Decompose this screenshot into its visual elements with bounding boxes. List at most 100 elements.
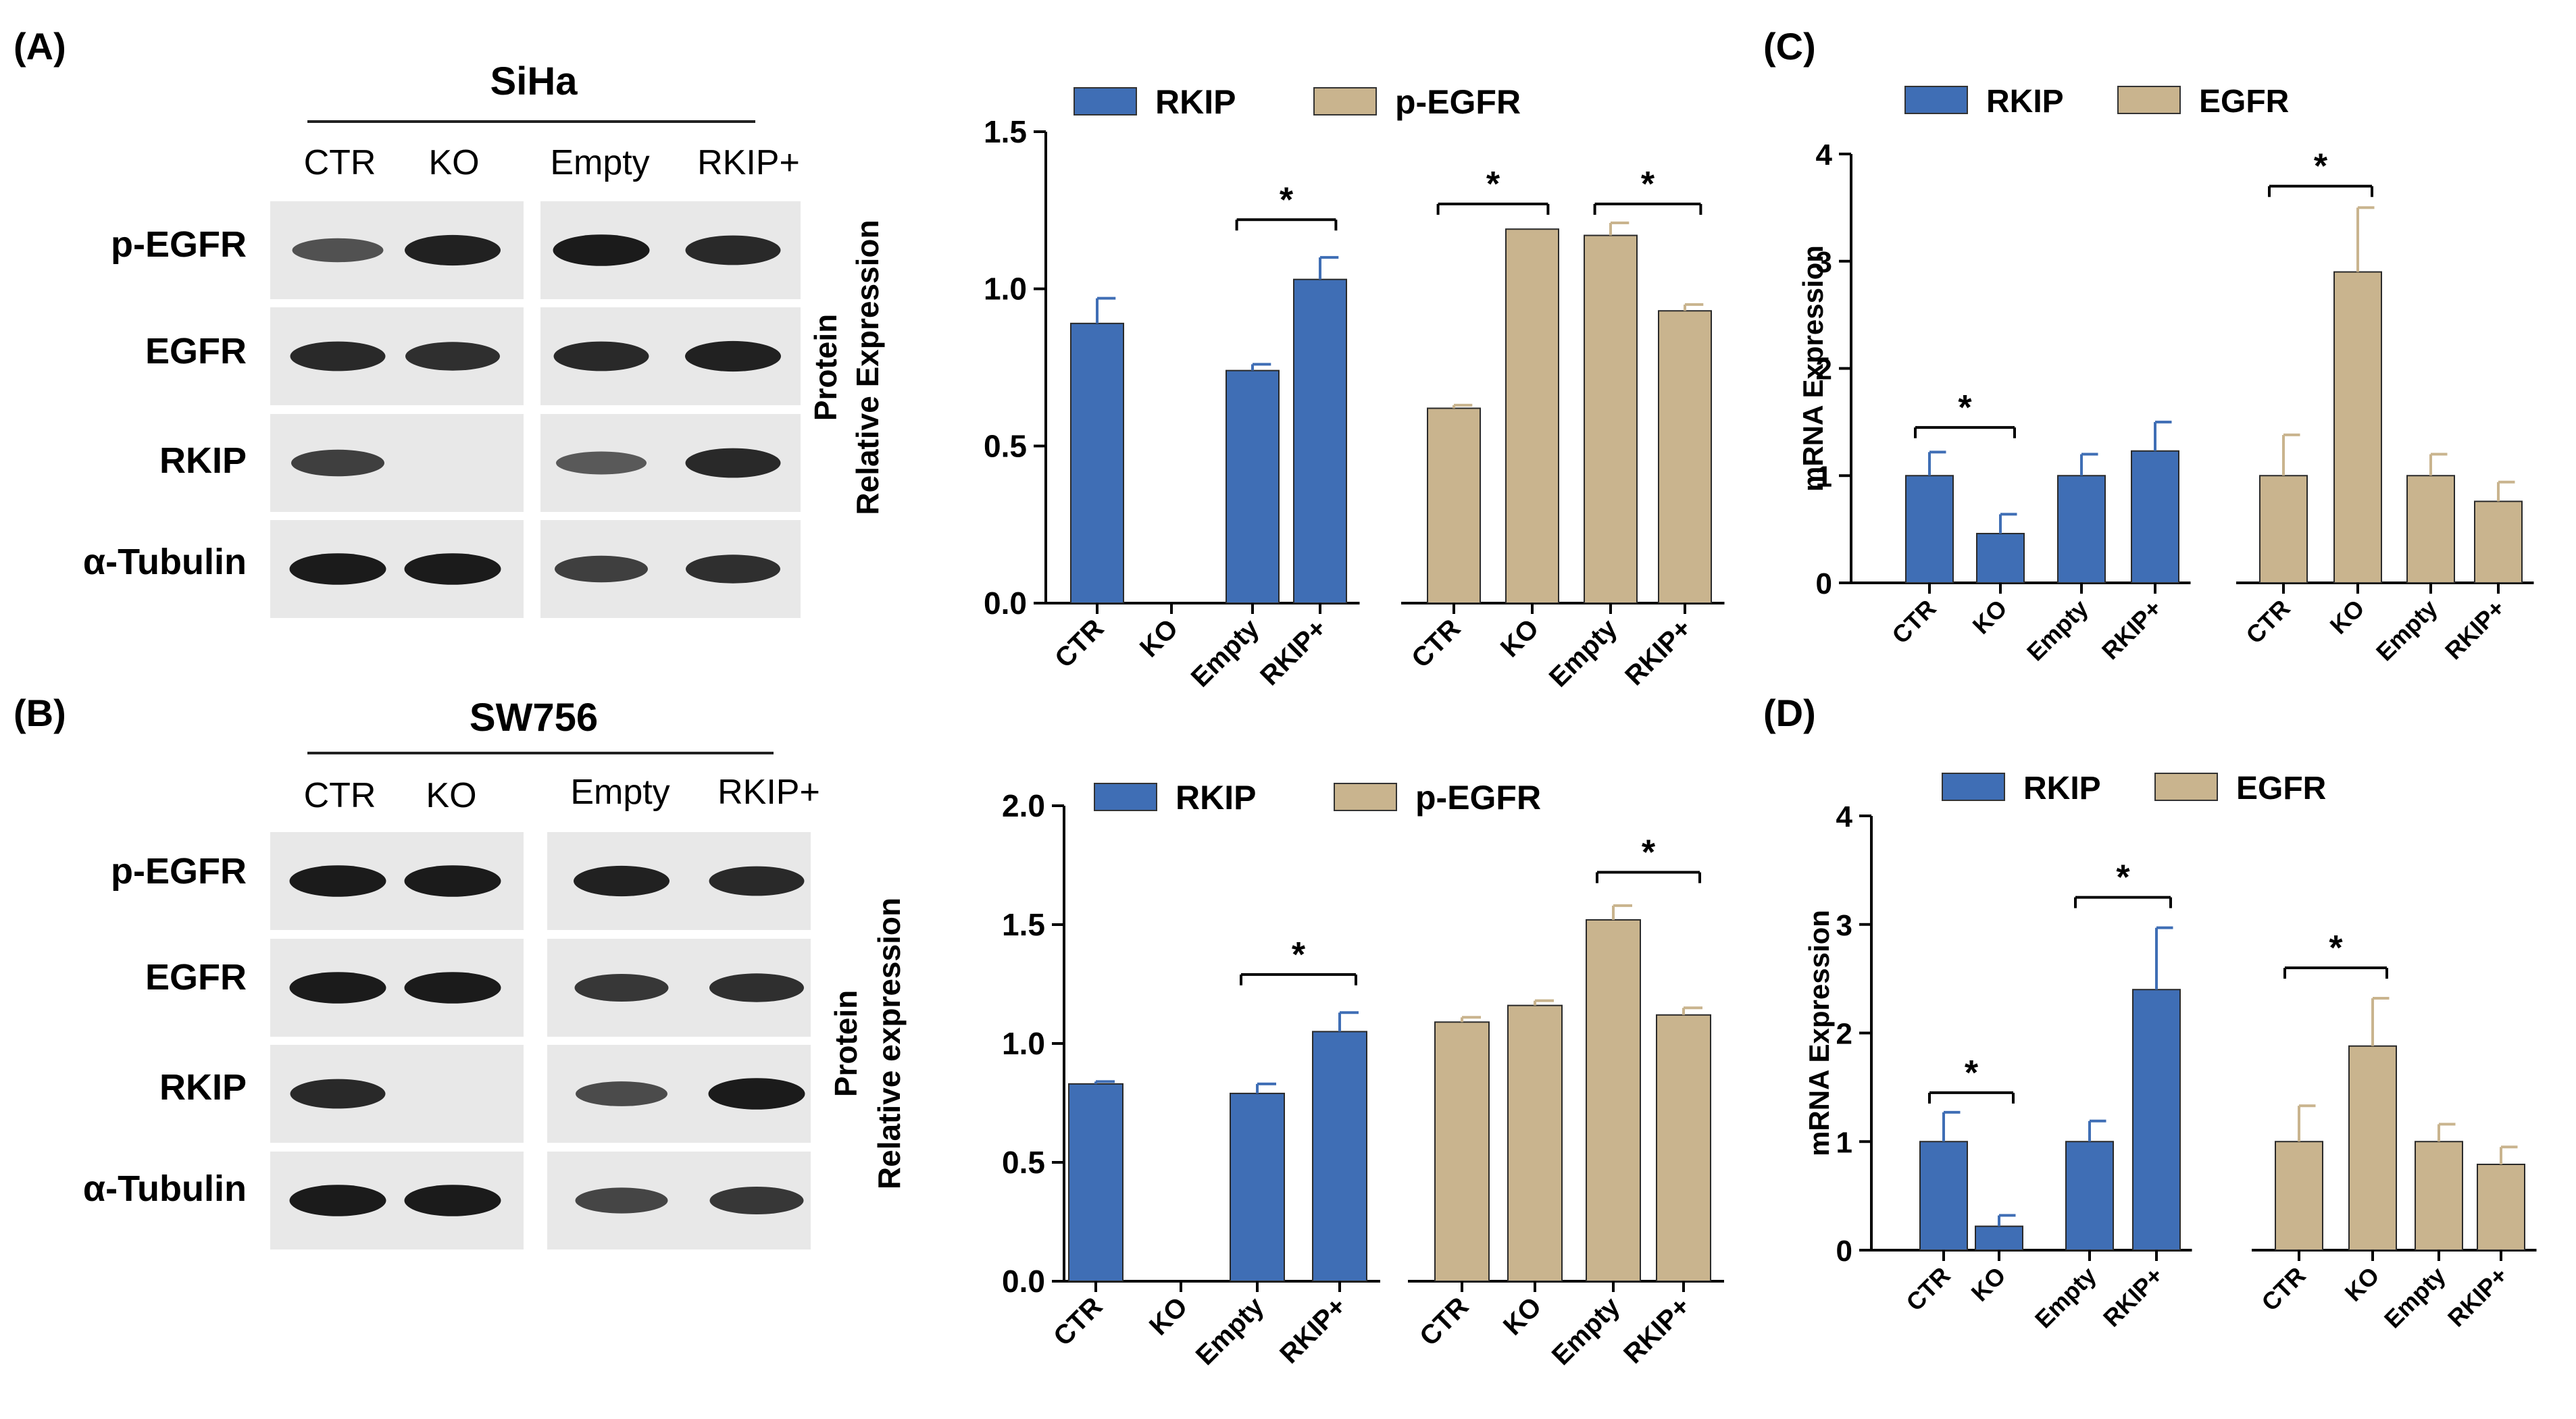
y-tick-label: 0.0	[1002, 1264, 1045, 1299]
bar	[1312, 1031, 1367, 1283]
x-tick-label: KO	[1144, 1291, 1194, 1341]
row-label: p-EGFR	[111, 224, 247, 265]
y-tick-label: 1	[1836, 1126, 1852, 1159]
legend-label: EGFR	[2199, 84, 2289, 120]
blot-band	[404, 972, 501, 1004]
blot-band	[289, 553, 386, 585]
bar	[1293, 278, 1347, 604]
significance-star: *	[1641, 165, 1655, 204]
blot-band	[709, 1187, 804, 1214]
x-tick-label: Empty	[2029, 1262, 2102, 1334]
x-tick-label: Empty	[1544, 613, 1623, 693]
y-tick-label: 0	[1816, 567, 1832, 600]
x-tick-label: Empty	[1190, 1291, 1270, 1371]
significance-star: *	[1642, 833, 1656, 873]
bar	[2477, 1164, 2525, 1251]
blot-band	[708, 1078, 805, 1110]
x-tick-label: KO	[1495, 613, 1545, 663]
y-axis-label: Protein	[808, 314, 843, 421]
legend-label: RKIP	[2023, 771, 2101, 806]
x-tick-label: RKIP+	[1619, 613, 1697, 691]
y-tick-label: 4	[1836, 800, 1853, 833]
x-tick-label: CTR	[1900, 1262, 1955, 1316]
y-axis-label: mRNA Expression	[1803, 910, 1835, 1156]
bar-chart-b: RKIP p-EGFR 0.0 0.5 1.0 1.5 2.0 Protein Relative…	[828, 779, 1724, 1371]
y-axis-label: Relative expression	[872, 898, 907, 1189]
bar	[2131, 450, 2179, 584]
lane-label: Empty	[570, 773, 670, 812]
y-tick-label: 2	[1816, 353, 1832, 386]
blot-band	[404, 1185, 501, 1216]
lane-label: RKIP+	[717, 773, 820, 812]
blot-band	[686, 554, 780, 584]
x-tick-label: Empty	[1546, 1291, 1626, 1371]
blot-band	[685, 235, 781, 265]
blot-band	[405, 234, 501, 266]
blot-band	[553, 234, 650, 266]
bar	[2474, 500, 2523, 584]
lane-label: CTR	[304, 143, 376, 182]
blot-band	[404, 553, 501, 585]
y-tick-label: 3	[1816, 246, 1832, 279]
x-tick-label: RKIP+	[2098, 1262, 2169, 1333]
bar	[1584, 234, 1638, 604]
x-tick-label: KO	[2339, 1262, 2384, 1307]
blot-band	[709, 973, 804, 1002]
bar	[1068, 1083, 1123, 1282]
blot-band	[289, 972, 386, 1004]
legend-label: p-EGFR	[1395, 83, 1521, 121]
significance-star: *	[1958, 388, 1972, 428]
lane-label: RKIP+	[697, 143, 800, 182]
y-tick-label: 4	[1816, 138, 1833, 172]
legend-label: RKIP	[1155, 83, 1236, 121]
blot-band	[574, 974, 669, 1002]
blot-band	[405, 342, 500, 371]
row-label: RKIP	[159, 1067, 247, 1108]
significance-star: *	[2314, 147, 2328, 186]
lane-label: CTR	[304, 776, 376, 815]
x-tick-label: KO	[1965, 1262, 2011, 1307]
bar	[2065, 1141, 2114, 1251]
x-tick-label: CTR	[1049, 613, 1109, 673]
x-tick-label: Empty	[2021, 594, 2094, 667]
bar	[2259, 475, 2308, 584]
significance-star: *	[2329, 929, 2343, 968]
blot-band	[555, 555, 648, 583]
blot-band	[289, 865, 386, 897]
x-tick-label: Empty	[2371, 594, 2443, 667]
bar	[1658, 310, 1712, 604]
bar	[2333, 271, 2382, 584]
row-label: RKIP	[159, 440, 247, 481]
blot-band	[292, 238, 384, 263]
x-tick-label: CTR	[2240, 594, 2295, 649]
western-blot-siha: SiHa CTR KO Empty RKIP+ p-EGFR EGFR RKIP…	[83, 59, 801, 618]
y-tick-label: 0	[1836, 1235, 1852, 1268]
x-tick-label: CTR	[2256, 1262, 2310, 1316]
blot-band	[289, 1185, 386, 1216]
bar	[2415, 1141, 2463, 1251]
blot-band	[556, 451, 647, 475]
x-tick-label: KO	[2324, 594, 2369, 640]
bar	[1586, 919, 1641, 1282]
x-tick-label: RKIP+	[1274, 1291, 1352, 1369]
bar	[2057, 475, 2106, 584]
row-label: EGFR	[145, 331, 247, 371]
x-tick-label: RKIP+	[1255, 613, 1332, 691]
blot-band	[404, 865, 501, 897]
panel-label-b: (B)	[14, 692, 66, 734]
y-axis-label: Protein	[828, 990, 863, 1097]
blot-band	[575, 1187, 668, 1214]
x-tick-label: RKIP+	[2440, 594, 2510, 665]
x-tick-label: CTR	[1414, 1291, 1474, 1351]
cell-line-title: SiHa	[490, 59, 578, 103]
bar	[1226, 369, 1280, 604]
bar	[2275, 1141, 2323, 1251]
y-tick-label: 3	[1836, 909, 1852, 942]
blot-band	[574, 865, 670, 897]
bar	[1230, 1092, 1285, 1283]
lane-label: Empty	[550, 143, 649, 182]
legend-swatch	[2154, 773, 2218, 801]
legend-swatch	[1074, 87, 1137, 115]
